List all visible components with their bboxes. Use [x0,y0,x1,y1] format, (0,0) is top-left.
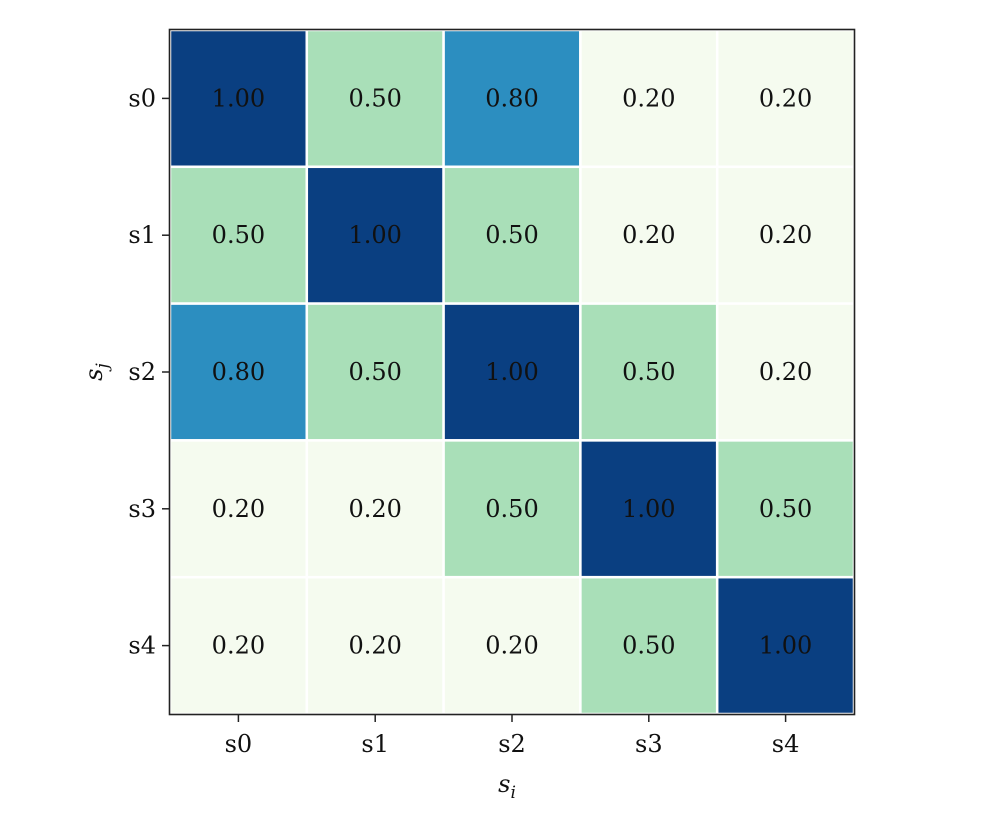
heatmap-cell-r2-c1 [305,302,445,442]
heatmap-cell-r4-c2 [442,575,582,716]
heatmap-cell-r3-c1 [305,439,445,579]
cell-value-r3-c3: 1.00 [622,495,675,523]
cell-value-r3-c2: 0.50 [485,495,538,523]
x-axis-label: si [498,770,516,803]
heatmap-cell-r1-c2 [442,165,582,305]
cell-value-r4-c3: 0.50 [622,632,675,660]
cell-value-r2-c4: 0.20 [759,358,812,386]
cell-value-r4-c1: 0.20 [348,632,401,660]
x-tick-label: s2 [498,730,526,758]
y-tick-label: s4 [128,632,156,660]
cell-value-r1-c2: 0.50 [485,221,538,249]
x-tick-label: s3 [635,730,663,758]
cell-value-r1-c1: 1.00 [348,221,401,249]
cell-value-r2-c1: 0.50 [348,358,401,386]
heatmap-cell-r0-c1 [305,28,445,169]
cell-value-r2-c0: 0.80 [212,358,265,386]
y-tick-label: s0 [128,84,156,112]
heatmap-cell-r2-c3 [579,302,719,442]
heatmap-cell-r4-c1 [305,575,445,716]
heatmap-cell-r3-c2 [442,439,582,579]
y-axis-label-base: s [80,368,108,380]
cell-value-r0-c1: 0.50 [348,84,401,112]
cell-value-r2-c3: 0.50 [622,358,675,386]
y-axis-ticks: s0 s1 s2 s3 s4 [128,84,170,660]
cell-value-r1-c4: 0.20 [759,221,812,249]
heatmap-cell-r4-c4 [715,575,856,716]
heatmap-cell-r3-c3 [579,439,719,579]
cell-value-r4-c4: 1.00 [759,632,812,660]
y-tick-label: s2 [128,358,156,386]
heatmap-cell-r1-c4 [715,165,856,305]
cell-value-r3-c4: 0.50 [759,495,812,523]
cell-value-r0-c2: 0.80 [485,84,538,112]
heatmap-cells [168,28,856,716]
x-axis-label-base: s [498,770,510,798]
cell-value-r3-c0: 0.20 [212,495,265,523]
cell-value-r0-c3: 0.20 [622,84,675,112]
cell-value-r1-c3: 0.20 [622,221,675,249]
y-tick-label: s1 [128,221,156,249]
cell-value-r0-c4: 0.20 [759,84,812,112]
heatmap-cell-r3-c4 [715,439,856,579]
heatmap-cell-labels: 1.00 0.50 0.80 0.20 0.20 0.50 1.00 0.50 0.20 0.20… [212,84,813,659]
y-tick-label: s3 [128,495,156,523]
heatmap-cell-r4-c0 [168,575,309,716]
x-axis-ticks: s0 s1 s2 s3 s4 [225,714,800,758]
y-axis-label: sj [80,362,113,380]
cell-value-r1-c0: 0.50 [212,221,265,249]
cell-value-r3-c1: 0.20 [348,495,401,523]
x-tick-label: s4 [772,730,800,758]
cell-value-r0-c0: 1.00 [212,84,265,112]
cell-value-r4-c2: 0.20 [485,632,538,660]
cell-value-r4-c0: 0.20 [212,632,265,660]
x-axis-label-subscript: i [510,783,515,803]
y-axis-label-subscript: j [93,362,113,372]
cell-value-r2-c2: 1.00 [485,358,538,386]
heatmap-cell-r0-c0 [168,28,309,169]
x-tick-label: s1 [361,730,389,758]
x-tick-label: s0 [225,730,253,758]
